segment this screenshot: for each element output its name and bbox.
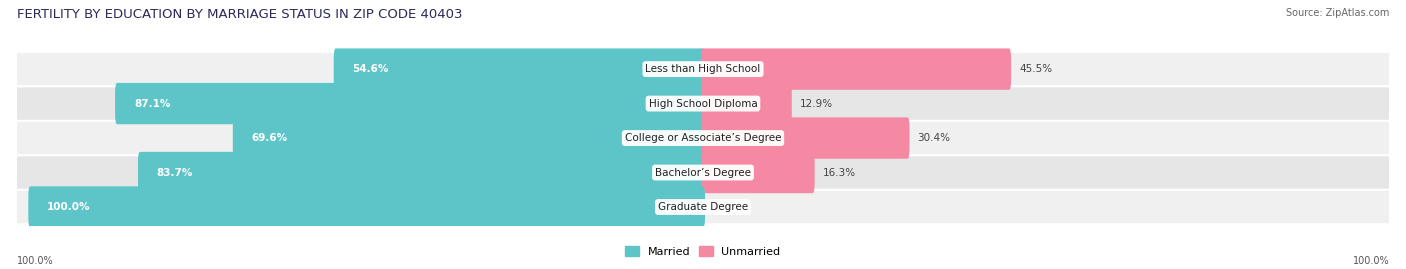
Legend: Married, Unmarried: Married, Unmarried [623, 244, 783, 260]
FancyBboxPatch shape [702, 152, 814, 193]
Text: FERTILITY BY EDUCATION BY MARRIAGE STATUS IN ZIP CODE 40403: FERTILITY BY EDUCATION BY MARRIAGE STATU… [17, 8, 463, 21]
Text: 87.1%: 87.1% [134, 98, 170, 109]
FancyBboxPatch shape [17, 156, 1389, 189]
Text: 12.9%: 12.9% [800, 98, 832, 109]
Text: Less than High School: Less than High School [645, 64, 761, 74]
FancyBboxPatch shape [138, 152, 704, 193]
FancyBboxPatch shape [702, 117, 910, 159]
Text: 83.7%: 83.7% [157, 168, 193, 178]
Text: Source: ZipAtlas.com: Source: ZipAtlas.com [1285, 8, 1389, 18]
FancyBboxPatch shape [17, 122, 1389, 154]
FancyBboxPatch shape [28, 186, 704, 228]
Text: 45.5%: 45.5% [1019, 64, 1052, 74]
FancyBboxPatch shape [115, 83, 704, 124]
FancyBboxPatch shape [17, 191, 1389, 223]
FancyBboxPatch shape [17, 87, 1389, 120]
FancyBboxPatch shape [17, 53, 1389, 85]
Text: 30.4%: 30.4% [918, 133, 950, 143]
Text: 69.6%: 69.6% [252, 133, 288, 143]
Text: 100.0%: 100.0% [1353, 256, 1389, 266]
FancyBboxPatch shape [233, 117, 704, 159]
Text: 16.3%: 16.3% [823, 168, 856, 178]
FancyBboxPatch shape [702, 48, 1011, 90]
Text: 100.0%: 100.0% [17, 256, 53, 266]
FancyBboxPatch shape [333, 48, 704, 90]
Text: Bachelor’s Degree: Bachelor’s Degree [655, 168, 751, 178]
FancyBboxPatch shape [702, 83, 792, 124]
Text: Graduate Degree: Graduate Degree [658, 202, 748, 212]
Text: 100.0%: 100.0% [48, 202, 90, 212]
Text: High School Diploma: High School Diploma [648, 98, 758, 109]
Text: College or Associate’s Degree: College or Associate’s Degree [624, 133, 782, 143]
Text: 0.0%: 0.0% [713, 202, 740, 212]
Text: 54.6%: 54.6% [353, 64, 389, 74]
